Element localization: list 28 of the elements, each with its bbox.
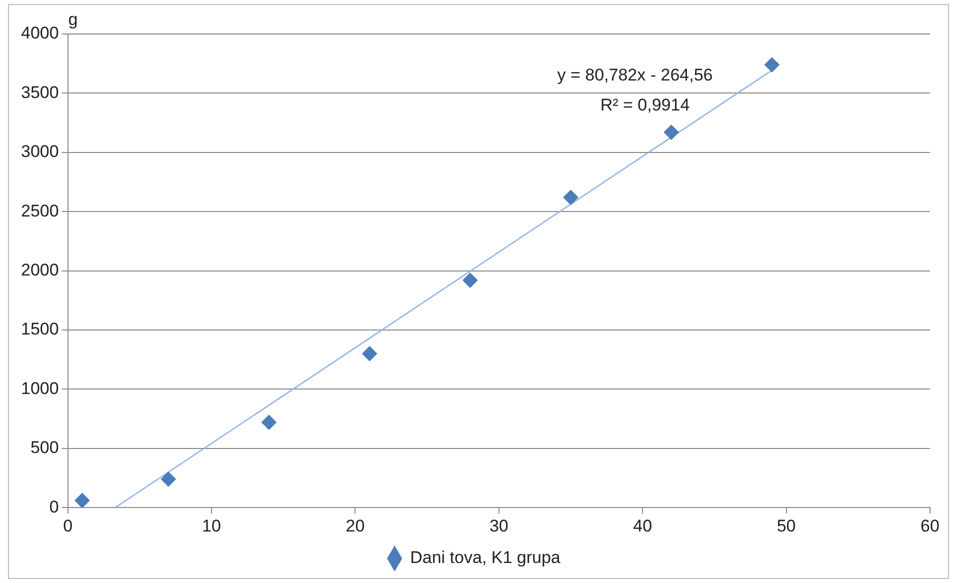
y-tick-label: 2500 bbox=[20, 201, 59, 220]
point bbox=[261, 414, 276, 430]
x-tick-label: 20 bbox=[346, 516, 365, 536]
y-tick-label: 1500 bbox=[20, 320, 59, 339]
point bbox=[462, 272, 478, 288]
point bbox=[160, 472, 176, 487]
x-tick-label: 10 bbox=[202, 516, 221, 536]
y-tick-label: 500 bbox=[30, 438, 59, 458]
y-tick-label: 4000 bbox=[20, 24, 59, 43]
y-tick-label: 2000 bbox=[20, 260, 59, 280]
annotation: y = 80,782x - 264,56 bbox=[557, 66, 713, 85]
x-tick-label: 30 bbox=[489, 516, 508, 536]
x-tick-label: 0 bbox=[63, 516, 73, 536]
y-tick-label: 3000 bbox=[20, 142, 59, 162]
point bbox=[563, 190, 578, 205]
annotation: R² = 0,9914 bbox=[600, 96, 690, 115]
legend-label: Dani tova, K1 grupa bbox=[410, 548, 561, 568]
point bbox=[74, 492, 90, 508]
y-axis-title: g bbox=[68, 10, 78, 30]
x-tick-label: 60 bbox=[920, 516, 940, 536]
y-tick-label: 3500 bbox=[20, 82, 59, 102]
x-tick-label: 50 bbox=[776, 516, 796, 536]
point bbox=[664, 124, 679, 140]
x-tick-label: 40 bbox=[633, 516, 652, 536]
y-tick-label: 1000 bbox=[20, 378, 59, 398]
point bbox=[362, 346, 378, 362]
y-tick-label: 0 bbox=[49, 497, 59, 516]
point bbox=[764, 57, 780, 72]
